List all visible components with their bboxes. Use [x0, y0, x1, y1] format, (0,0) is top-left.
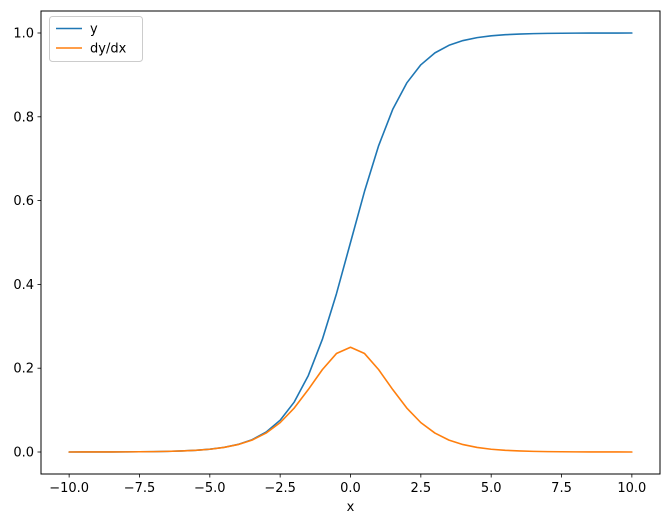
legend: y dy/dx: [49, 16, 143, 62]
x-tick-label: 10.0: [617, 481, 646, 496]
y-tick-label: 1.0: [13, 26, 34, 41]
x-tick-label: −5.0: [194, 481, 226, 496]
y-tick-label: 0.0: [13, 446, 34, 461]
y-tick-label: 0.6: [13, 194, 34, 209]
y-tick-label: 0.2: [13, 362, 34, 377]
x-axis-label: x: [347, 500, 355, 515]
x-tick-label: 2.5: [410, 481, 431, 496]
x-tick-label: −2.5: [264, 481, 296, 496]
y-tick-label: 0.8: [13, 110, 34, 125]
plot-frame: [40, 10, 661, 475]
series-line-dy-dx: [68, 346, 633, 453]
legend-label: dy/dx: [90, 42, 127, 57]
x-tick-label: 5.0: [481, 481, 502, 496]
x-tick-label: 0.0: [340, 481, 361, 496]
y-tick-label: 0.4: [13, 278, 34, 293]
x-tick-label: −7.5: [124, 481, 156, 496]
legend-label: y: [90, 22, 98, 37]
x-tick-label: −10.0: [49, 481, 89, 496]
x-tick-label: 7.5: [551, 481, 572, 496]
